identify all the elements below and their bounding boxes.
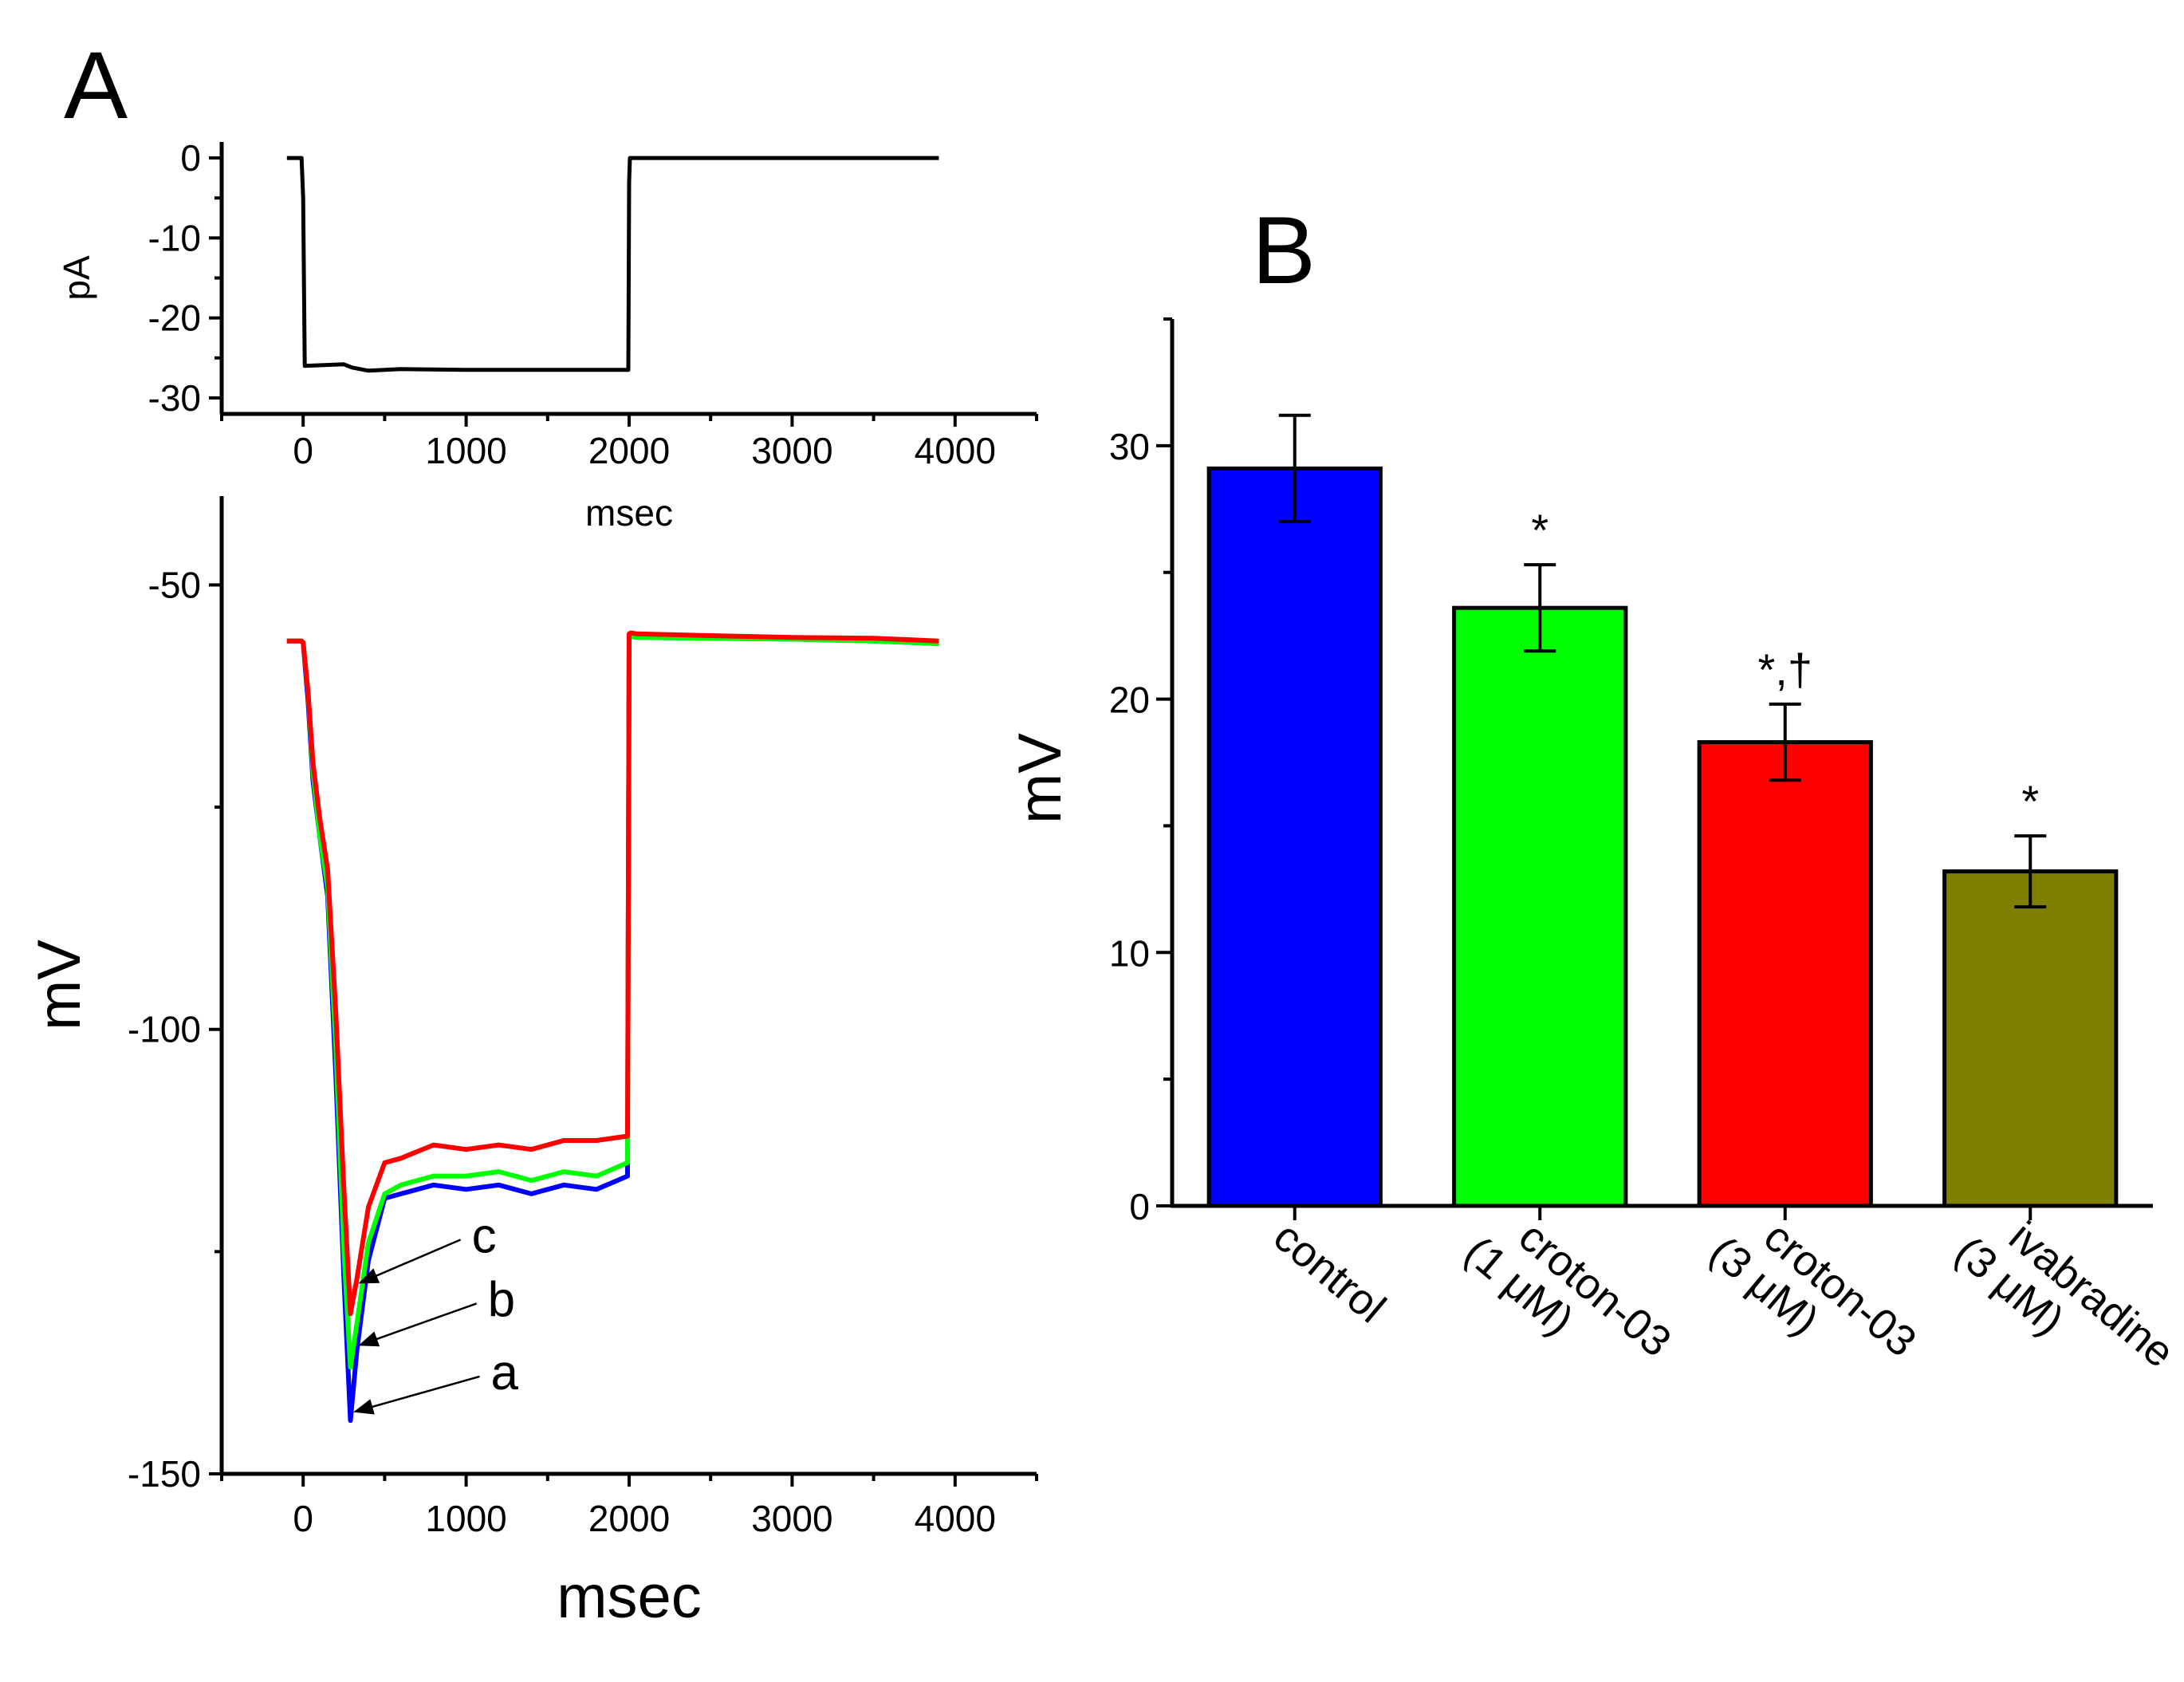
x-tick-label: 1000 (425, 430, 506, 471)
annotation-label-a: a (491, 1345, 519, 1400)
category-label: ivabradine(3 μM) (1946, 1192, 2183, 1412)
panel-label-b: B (1252, 197, 1316, 304)
x-tick-label: 0 (293, 430, 313, 471)
y-tick-label: 30 (1109, 426, 1150, 467)
series-line-c (286, 630, 939, 1317)
x-tick-label: 2000 (588, 1498, 670, 1539)
series-line-a (286, 634, 939, 1424)
series-line-b (286, 634, 939, 1370)
y-axis-label: mV (26, 939, 93, 1030)
chart-mv-trace: 0 1000 2000 3000 4000 -50 -100 -150 msec mV cba (26, 496, 1038, 1631)
x-tick-label: 0 (293, 1498, 313, 1539)
category-label: croton-03(3 μM) (1701, 1192, 1925, 1402)
y-tick-label: 10 (1109, 932, 1150, 974)
significance-marker: * (1531, 505, 1548, 555)
y-axis-label: mV (1006, 733, 1074, 824)
bar-1 (1452, 605, 1628, 1208)
significance-marker: *,† (1758, 644, 1813, 695)
annotation-arrow (353, 1375, 480, 1415)
panel-label-a: A (64, 32, 128, 139)
y-tick-label: -100 (128, 1009, 201, 1050)
x-axis-label: msec (557, 1563, 702, 1631)
chart-bar-mv: 0 10 20 30 mV control * croton-03(1 μM) *,† croto… (1006, 317, 2183, 1412)
y-tick-label: -10 (148, 217, 201, 258)
category-label: control (1265, 1212, 1395, 1332)
annotation-label-b: b (488, 1272, 515, 1327)
y-tick-label: -50 (148, 564, 201, 605)
annotation-arrow (358, 1239, 462, 1284)
significance-marker: * (2021, 776, 2039, 826)
y-tick-label: -30 (148, 377, 201, 419)
x-tick-label: 2000 (588, 430, 670, 471)
bar-3 (1942, 869, 2119, 1208)
y-tick-label: -20 (148, 297, 201, 339)
x-tick-label: 4000 (915, 430, 996, 471)
y-tick-label: 0 (180, 137, 201, 179)
category-label: croton-03(1 μM) (1456, 1192, 1680, 1402)
bar-0 (1206, 466, 1383, 1208)
x-tick-label: 3000 (751, 1498, 832, 1539)
x-tick-label: 1000 (425, 1498, 506, 1539)
annotation-arrow (358, 1302, 478, 1347)
y-tick-label: -150 (128, 1453, 201, 1495)
series-line-current (286, 156, 939, 373)
x-axis-label: msec (585, 492, 673, 534)
y-axis-label: pA (56, 255, 97, 301)
annotation-label-c: c (472, 1208, 497, 1263)
x-tick-label: 3000 (751, 430, 832, 471)
bar-2 (1697, 740, 1873, 1208)
category-label-line1: control (1265, 1212, 1395, 1332)
y-tick-label: 0 (1129, 1186, 1150, 1227)
chart-pa-trace: 0 1000 2000 3000 4000 0 -10 -20 -30 msec pA (56, 137, 1038, 534)
x-tick-label: 4000 (915, 1498, 996, 1539)
y-tick-label: 20 (1109, 679, 1150, 721)
